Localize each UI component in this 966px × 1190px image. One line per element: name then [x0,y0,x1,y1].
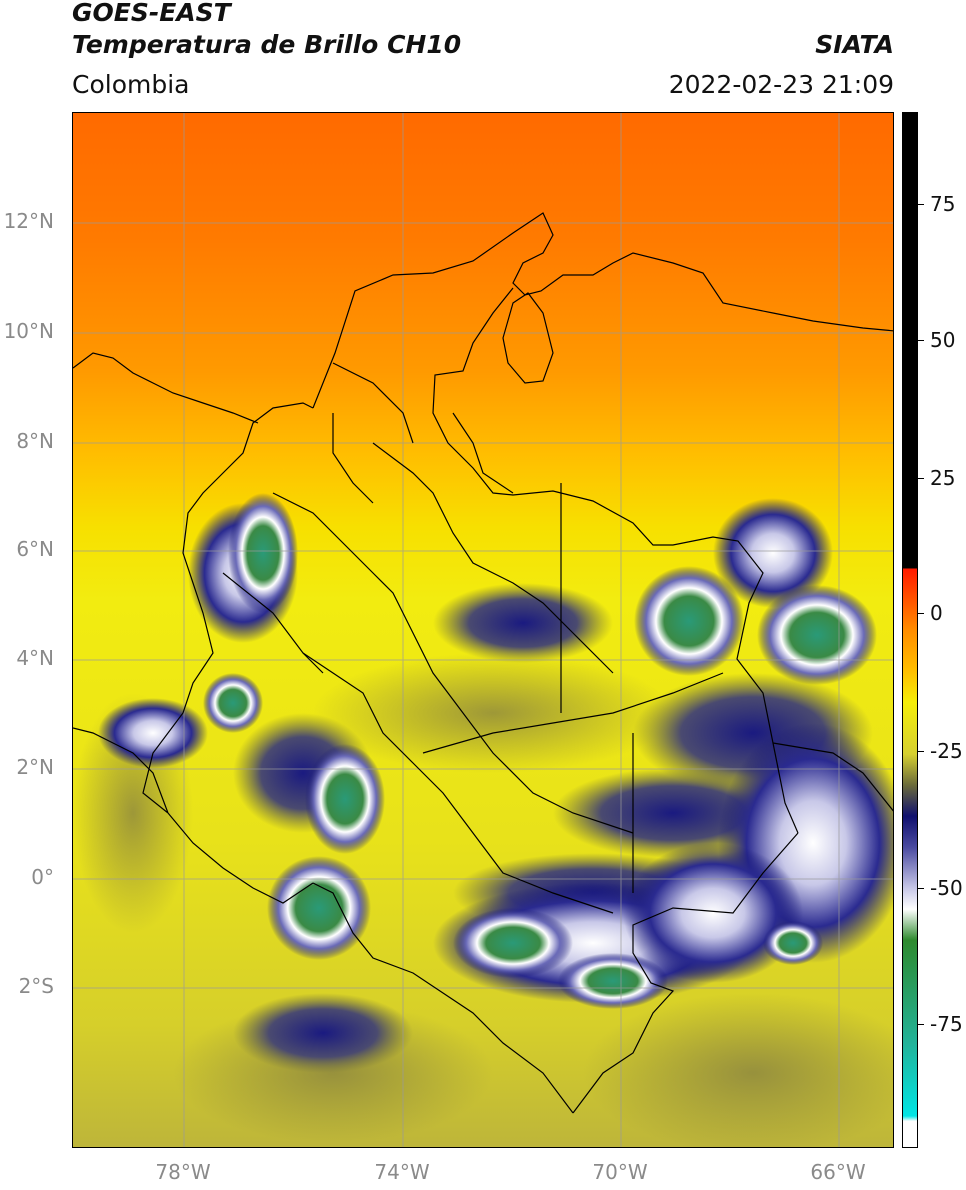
lat-label-10n: 10°N [3,319,54,343]
department-border [332,362,414,444]
cloud-core [757,585,877,685]
department-border [372,442,614,674]
datetime-label: 2022-02-23 21:09 [668,70,894,99]
colorbar-label-minus50: -50 [930,876,963,900]
colorbar-label-minus25: -25 [930,739,963,763]
colorbar-label-75: 75 [930,192,956,216]
colorbar-tick [918,340,924,341]
pacific-coastline [73,402,314,814]
lat-label-12n: 12°N [3,209,54,233]
colombia-ecuador-border [167,812,314,904]
brightness-temperature-map [72,112,894,1148]
cloud-core [305,744,385,854]
colorbar-tick [918,751,924,752]
cloud-area [713,498,833,608]
department-border [222,572,324,674]
colorbar-tick [918,613,924,614]
region-label: Colombia [72,70,190,99]
department-border [772,742,893,812]
cloud-area [623,843,803,983]
panama-coastline [73,352,259,424]
cloud-streak [233,993,413,1073]
title-product: Temperatura de Brillo CH10 [72,30,462,59]
department-border [422,672,724,754]
maracaibo-lake [502,292,554,384]
lon-label-66w: 66°W [810,1160,866,1184]
lat-label-2n: 2°N [16,755,54,779]
colorbar-tick [918,204,924,205]
colorbar-label-minus75: -75 [930,1012,963,1036]
lat-label-0: 0° [31,865,54,889]
department-border [272,492,634,834]
colorbar-label-25: 25 [930,466,956,490]
department-border [332,413,374,504]
colombia-venezuela-border [432,287,799,834]
cloud-area [98,698,208,768]
cloud-core [228,493,298,613]
cloud-streak [433,583,613,663]
lon-label-78w: 78°W [155,1160,211,1184]
colorbar-label-50: 50 [930,328,956,352]
lon-label-70w: 70°W [592,1160,648,1184]
colorbar-tick [918,478,924,479]
lat-label-8n: 8°N [16,429,54,453]
colorbar-label-0: 0 [930,601,943,625]
brand-label: SIATA [815,30,894,59]
graticule [73,113,893,1147]
cloud-core [558,953,668,1009]
lat-label-6n: 6°N [16,537,54,561]
department-border [302,652,614,914]
cloud-core [203,673,263,733]
lat-label-2s: 2°S [18,974,54,998]
department-border [452,412,514,494]
haze-region [583,993,893,1147]
cloud-core [763,921,823,965]
cloud-core [267,856,371,960]
title-satellite: GOES-EAST [72,0,231,27]
lat-label-4n: 4°N [16,646,54,670]
cloud-core [634,566,744,676]
colombia-brazil-border [572,832,799,1114]
colorbar-tick [918,1024,924,1025]
temperature-colorbar [902,112,918,1148]
colorbar-fill [903,113,917,1147]
lon-label-74w: 74°W [374,1160,430,1184]
colorbar-tick [918,888,924,889]
colombia-peru-border [312,882,574,1114]
cloud-core [453,908,573,978]
borders [73,212,893,1114]
